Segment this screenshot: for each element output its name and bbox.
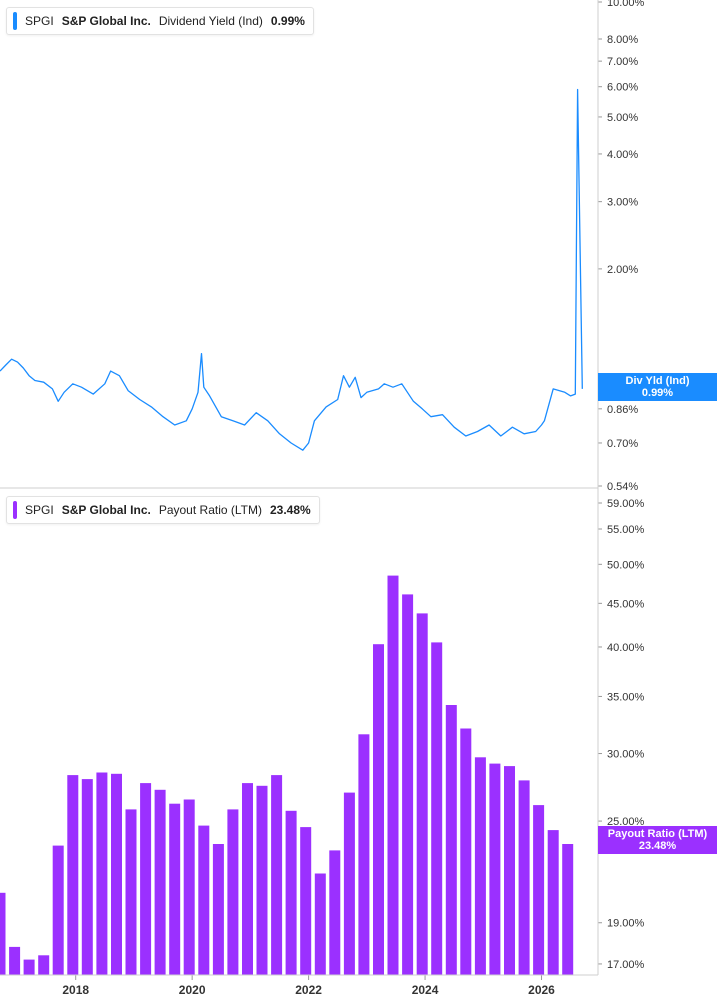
y-tick-label: 59.00% [607, 498, 645, 510]
payout-ratio-bar [154, 789, 166, 975]
dividend-yield-panel: 10.00% 8.00% 7.00% 6.00% 5.00% 4.00% 3.00% 2.00… [0, 0, 645, 493]
dividend-yield-tag: Div Yld (Ind) 0.99% [598, 373, 717, 401]
payout-ratio-bar [329, 850, 341, 975]
y-tick-label: 50.00% [607, 559, 645, 571]
payout-ratio-bar [0, 892, 6, 975]
payout-ratio-bar [358, 734, 370, 975]
payout-ratio-bar [183, 799, 195, 975]
payout-ratio-panel: 59.00% 55.00% 50.00% 45.00% 40.00% 35.00% 30.0… [0, 498, 645, 997]
payout-ratio-bar [140, 783, 152, 975]
payout-ratio-legend[interactable]: SPGI S&P Global Inc. Payout Ratio (LTM) … [6, 496, 320, 524]
y-tick-label: 19.00% [607, 918, 645, 930]
payout-ratio-bar [343, 792, 355, 975]
x-tick-label: 2026 [528, 983, 555, 997]
payout-ratio-bar [96, 772, 108, 975]
legend-company: S&P Global Inc. [61, 14, 151, 28]
payout-ratio-bar [242, 783, 253, 975]
y-tick-label: 0.86% [607, 404, 638, 416]
payout-ratio-bar [518, 780, 530, 975]
legend-ticker: SPGI [25, 503, 54, 517]
x-tick-label: 2020 [179, 983, 206, 997]
legend-company: S&P Global Inc. [61, 503, 151, 517]
x-tick-label: 2024 [412, 983, 439, 997]
payout-ratio-bar [111, 773, 122, 975]
payout-ratio-bar [125, 809, 137, 975]
payout-ratio-bar [300, 827, 312, 975]
y-tick-label: 5.00% [607, 112, 638, 124]
legend-value: 23.48% [269, 503, 311, 517]
y-tick-label: 0.54% [607, 481, 638, 493]
payout-ratio-bar [271, 775, 283, 975]
y-tick-label: 35.00% [607, 691, 645, 703]
payout-ratio-bar [431, 642, 443, 975]
payout-ratio-bar [373, 644, 384, 975]
y-tick-label: 8.00% [607, 34, 638, 46]
y-tick-label: 10.00% [607, 0, 645, 9]
y-tick-label: 17.00% [607, 959, 645, 971]
y-tick-label: 55.00% [607, 524, 645, 536]
payout-ratio-bar [227, 809, 239, 975]
tag-label: Payout Ratio (LTM) [607, 828, 708, 840]
y-tick-label: 3.00% [607, 197, 638, 209]
y-tick-label: 40.00% [607, 642, 645, 654]
legend-metric: Payout Ratio (LTM) [158, 503, 262, 517]
payout-ratio-bar [416, 613, 428, 975]
tag-value: 0.99% [641, 387, 674, 399]
payout-ratio-bar [445, 705, 457, 975]
payout-ratio-bar [402, 594, 414, 975]
payout-ratio-bar [285, 810, 297, 975]
dividend-yield-line [0, 88, 583, 451]
payout-ratio-bar [533, 805, 545, 975]
payout-ratio-y-axis: 59.00% 55.00% 50.00% 45.00% 40.00% 35.00% 30.0… [598, 498, 645, 971]
tag-label: Div Yld (Ind) [625, 375, 690, 387]
payout-ratio-bar [169, 803, 181, 975]
payout-ratio-bar [23, 959, 35, 975]
legend-value: 0.99% [270, 14, 305, 28]
payout-ratio-bar [67, 775, 79, 975]
payout-ratio-bar [212, 844, 224, 975]
payout-ratio-bar [504, 766, 515, 975]
payout-ratio-bar [9, 946, 21, 975]
x-tick-label: 2022 [295, 983, 322, 997]
payout-ratio-bar [387, 575, 399, 975]
payout-ratio-bar [489, 763, 501, 975]
y-tick-label: 25.00% [607, 816, 645, 828]
y-tick-label: 0.70% [607, 438, 638, 450]
dividend-yield-legend[interactable]: SPGI S&P Global Inc. Dividend Yield (Ind… [6, 7, 314, 35]
payout-ratio-bar [38, 955, 50, 975]
payout-ratio-bar [547, 830, 559, 975]
payout-ratio-bar [314, 873, 326, 975]
y-tick-label: 45.00% [607, 598, 645, 610]
payout-ratio-bar [460, 728, 472, 975]
payout-ratio-bar [52, 845, 64, 975]
payout-ratio-bar [256, 785, 268, 975]
legend-ticker: SPGI [25, 14, 54, 28]
y-tick-label: 7.00% [607, 56, 638, 68]
x-axis: 2018 2020 2022 2024 2026 [62, 975, 555, 997]
payout-ratio-bar [81, 779, 93, 975]
y-tick-label: 6.00% [607, 82, 638, 94]
payout-ratio-tag: Payout Ratio (LTM) 23.48% [598, 826, 717, 854]
payout-ratio-bar [562, 844, 574, 975]
legend-metric: Dividend Yield (Ind) [158, 14, 263, 28]
payout-ratio-bar [198, 825, 210, 975]
dividend-yield-swatch [13, 12, 17, 30]
tag-value: 23.48% [638, 840, 677, 852]
dividend-yield-y-axis: 10.00% 8.00% 7.00% 6.00% 5.00% 4.00% 3.00% 2.00… [598, 0, 645, 493]
y-tick-label: 2.00% [607, 264, 638, 276]
y-tick-label: 30.00% [607, 749, 645, 761]
payout-ratio-swatch [13, 501, 17, 519]
payout-ratio-bars [0, 575, 574, 975]
x-tick-label: 2018 [62, 983, 89, 997]
y-tick-label: 4.00% [607, 149, 638, 161]
payout-ratio-bar [474, 757, 486, 975]
